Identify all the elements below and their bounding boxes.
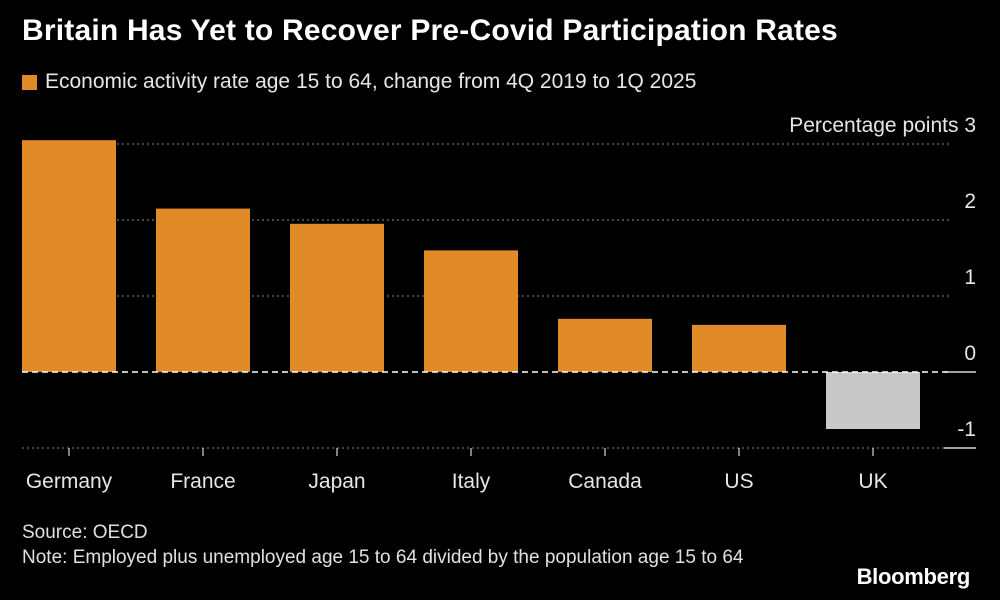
y-tick-label: 0 (964, 342, 976, 365)
x-tick-label: Italy (452, 470, 491, 493)
x-tick-label: Canada (568, 470, 642, 493)
bar-us (692, 324, 786, 372)
y-tick-label: 2 (964, 190, 976, 213)
y-tick-label: -1 (957, 418, 976, 441)
legend: Economic activity rate age 15 to 64, cha… (22, 70, 696, 94)
bar-germany (22, 140, 116, 372)
bar-france (156, 208, 250, 372)
y-tick-label: Percentage points 3 (789, 114, 976, 137)
bar-italy (424, 250, 518, 372)
legend-label: Economic activity rate age 15 to 64, cha… (45, 70, 697, 93)
bloomberg-logo: Bloomberg (856, 564, 971, 589)
bar-japan (290, 223, 384, 372)
bar-canada (558, 318, 652, 372)
legend-swatch (22, 74, 37, 90)
x-tick-label: France (170, 470, 235, 493)
source-note: Source: OECD (22, 522, 148, 543)
x-tick-label: Germany (26, 470, 113, 493)
x-tick-label: UK (858, 470, 887, 493)
x-tick-label: Japan (308, 470, 365, 493)
x-tick-label: US (724, 470, 753, 493)
chart-title: Britain Has Yet to Recover Pre-Covid Par… (22, 14, 838, 47)
footnote: Note: Employed plus unemployed age 15 to… (22, 547, 744, 568)
bar-uk (826, 372, 920, 429)
y-tick-label: 1 (964, 266, 976, 289)
